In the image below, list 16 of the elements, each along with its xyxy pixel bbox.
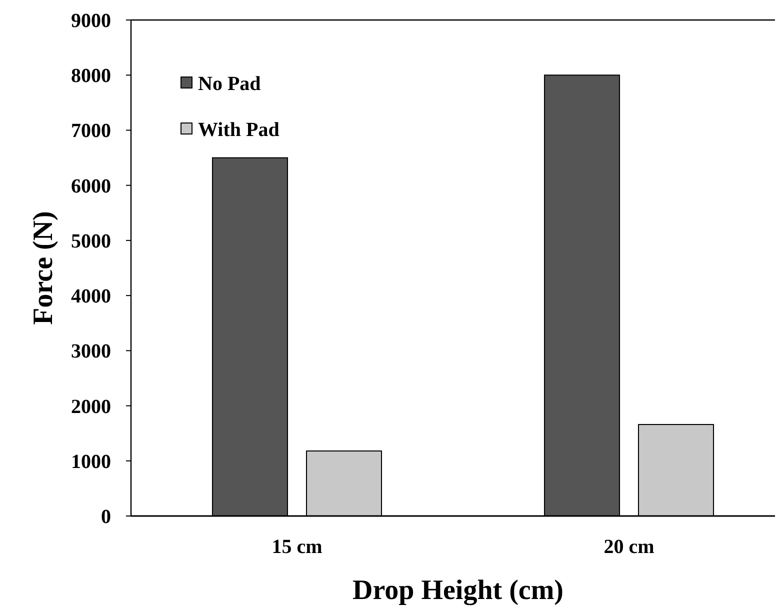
y-axis-title: Force (N) xyxy=(28,211,59,325)
x-axis-title: Drop Height (cm) xyxy=(352,575,564,606)
y-tick-label: 9000 xyxy=(71,10,111,32)
y-tick-label: 4000 xyxy=(71,286,111,308)
y-tick-label: 8000 xyxy=(71,65,111,88)
y-tick-label: 1000 xyxy=(71,450,111,473)
y-tick-label: 7000 xyxy=(71,120,111,142)
x-tick-label: 15 cm xyxy=(272,536,323,558)
y-tick-label: 3000 xyxy=(71,340,111,363)
y-tick-label: 2000 xyxy=(71,396,111,418)
y-tick-label: 5000 xyxy=(71,230,111,252)
y-tick-label: 0 xyxy=(101,506,111,528)
legend-label: With Pad xyxy=(198,119,280,141)
y-tick-label: 6000 xyxy=(71,175,111,198)
x-tick-label: 20 cm xyxy=(604,536,655,558)
legend-label: No Pad xyxy=(198,73,261,95)
